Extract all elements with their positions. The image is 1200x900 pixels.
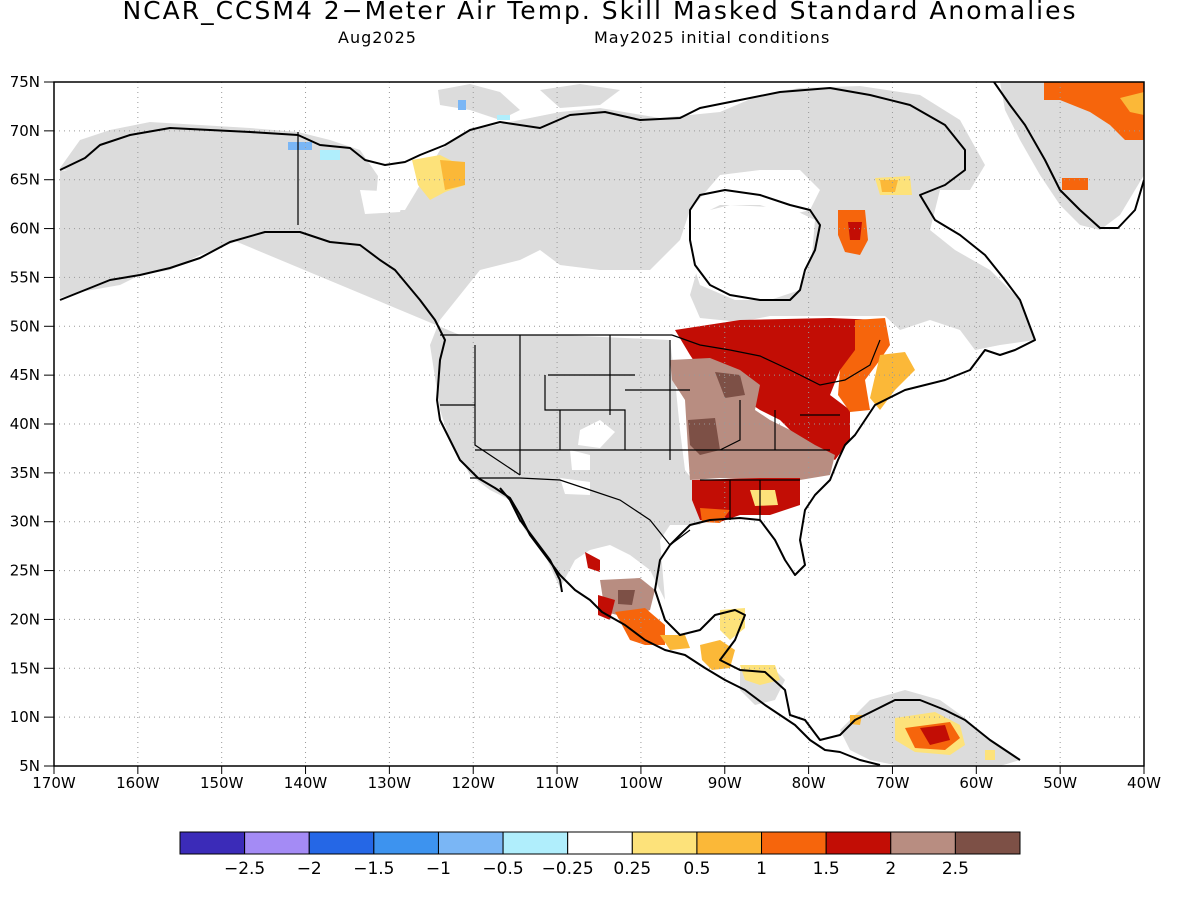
colorbar-swatch [373,831,439,855]
latitude-labels: 75N 70N 65N 60N 55N 50N 45N 40N 35N 30N 25N 20N 15N 1… [10,73,54,775]
colorbar-label: 2.5 [942,859,969,879]
latitude-label: 40N [10,415,40,433]
longitude-label: 170W [32,774,76,792]
colorbar-label: −2.5 [224,859,265,879]
colorbar-label: 1 [756,859,767,879]
colorbar-swatch [696,831,763,855]
longitude-label: 140W [284,774,328,792]
colorbar-label: −2 [297,859,322,879]
latitude-label: 35N [10,464,40,482]
latitude-label: 65N [10,171,40,189]
colorbar-label: −1 [426,859,451,879]
longitude-label: 80W [792,774,826,792]
latitude-label: 70N [10,122,40,140]
colorbar-swatch [308,831,375,855]
initial-conditions: May2025 initial conditions [594,28,831,47]
graticule [54,82,1144,766]
latitude-label: 5N [19,757,40,775]
colorbar-swatch [954,831,1021,855]
latitude-label: 20N [10,610,40,628]
near-normal-areas [360,190,815,495]
longitude-label: 150W [200,774,244,792]
political-borders [297,132,881,546]
colorbar-label: 0.5 [683,859,710,879]
colorbar-label: 2 [885,859,896,879]
colorbar-swatch [437,831,504,855]
coastlines [59,82,1144,766]
colorbar-label: 1.5 [813,859,840,879]
latitude-label: 50N [10,317,40,335]
latitude-label: 75N [10,73,40,91]
latitude-label: 30N [10,513,40,531]
longitude-label: 100W [619,774,663,792]
colorbar-labels: −2.5 −2 −1.5 −1 −0.5 −0.25 0.25 0.5 1 1.5 2 2.5 [224,859,969,879]
longitude-label: 110W [535,774,579,792]
colorbar-swatch [244,831,310,855]
longitude-label: 60W [959,774,993,792]
colorbar-label: −1.5 [353,859,394,879]
colorbar-label: −0.5 [482,859,523,879]
longitude-label: 70W [876,774,910,792]
longitude-label: 40W [1127,774,1161,792]
longitude-label: 90W [708,774,742,792]
colorbar-swatch [567,831,633,855]
latitude-label: 45N [10,366,40,384]
forecast-month: Aug2025 [338,28,417,47]
colorbar-swatch [761,831,827,855]
latitude-label: 55N [10,268,40,286]
colorbar-swatch [502,831,569,855]
latitude-label: 25N [10,562,40,580]
longitude-label: 120W [451,774,495,792]
colorbar-label: 0.25 [613,859,651,879]
longitude-label: 130W [368,774,412,792]
anomaly-patches [288,82,1144,760]
colorbar-swatch [631,831,698,855]
longitude-labels: 170W 160W 150W 140W 130W 120W 110W 100W 90W 80W 70… [32,766,1161,792]
colorbar-swatch [825,831,892,855]
latitude-label: 15N [10,659,40,677]
longitude-label: 50W [1043,774,1077,792]
map-title: NCAR_CCSM4 2−Meter Air Temp. Skill Maske… [122,0,1078,25]
longitude-label: 160W [116,774,160,792]
latitude-label: 60N [10,220,40,238]
colorbar-swatch [890,831,956,855]
colorbar-swatch [179,831,246,855]
colorbar [179,831,1021,855]
colorbar-label: −0.25 [542,859,594,879]
latitude-label: 10N [10,708,40,726]
